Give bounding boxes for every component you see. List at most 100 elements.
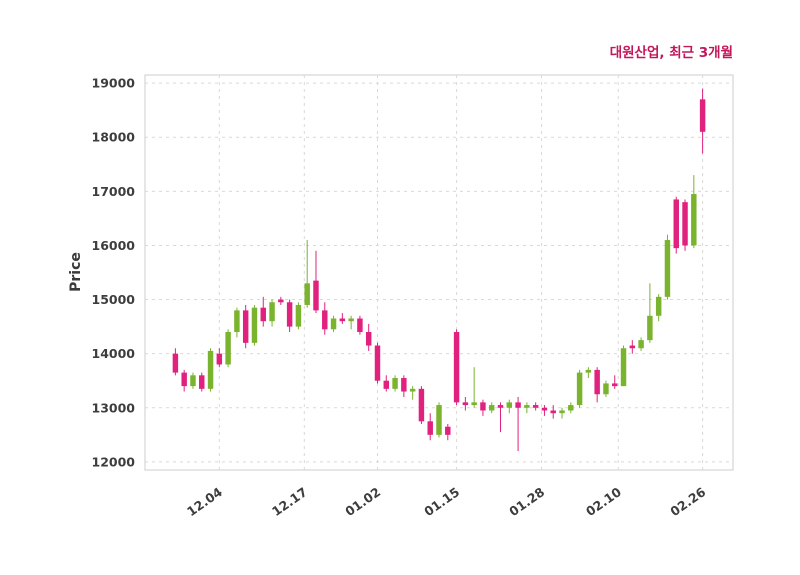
y-tick-label: 14000 xyxy=(92,346,136,361)
candle-body xyxy=(172,353,179,373)
candle-body xyxy=(365,332,372,346)
candle xyxy=(585,367,592,379)
candle xyxy=(304,240,310,308)
candle xyxy=(594,367,600,403)
candle xyxy=(497,402,504,433)
candle xyxy=(401,375,407,397)
candle-body xyxy=(620,348,627,387)
candle xyxy=(181,369,187,392)
candle xyxy=(471,367,477,408)
candle-body xyxy=(638,340,644,349)
candle xyxy=(568,402,574,414)
candle xyxy=(269,299,275,327)
candle-body xyxy=(269,302,275,322)
candle-body xyxy=(190,375,196,387)
candle xyxy=(207,348,214,392)
candle-body xyxy=(357,318,363,333)
candle-body xyxy=(322,310,328,330)
candle xyxy=(322,302,328,335)
x-tick-label: 01.02 xyxy=(342,484,383,519)
candle xyxy=(576,369,583,408)
x-tick-label: 12.17 xyxy=(269,484,310,519)
plot-border xyxy=(144,74,734,471)
x-tick-label: 01.15 xyxy=(421,484,462,519)
candle xyxy=(374,342,381,384)
candle xyxy=(699,88,706,154)
candle xyxy=(691,175,697,249)
candle-body xyxy=(216,353,223,365)
axis-labels: 12000 13000 14000 15000 16000 17000 18000 19000… xyxy=(92,76,709,520)
candle xyxy=(234,307,240,338)
candle xyxy=(339,313,346,324)
candle-body xyxy=(488,405,495,411)
candle xyxy=(242,304,249,349)
candle-body xyxy=(594,369,600,395)
y-tick-label: 12000 xyxy=(92,454,136,469)
candle-body xyxy=(207,350,214,389)
candle-body xyxy=(374,345,381,381)
candle-body xyxy=(585,369,592,373)
candle-body xyxy=(532,405,539,408)
candle xyxy=(462,396,469,411)
candle-body xyxy=(541,407,548,411)
candle xyxy=(647,283,653,343)
candle xyxy=(480,399,486,416)
candle-body xyxy=(339,318,346,322)
candle xyxy=(515,396,521,452)
candle-body xyxy=(682,202,688,246)
candle-body xyxy=(576,372,583,406)
candle-body xyxy=(409,388,416,392)
candle xyxy=(664,234,671,300)
candle-body xyxy=(278,299,284,303)
candle-body xyxy=(330,318,337,330)
candle-body xyxy=(181,372,187,387)
candle-body xyxy=(629,345,636,349)
candle xyxy=(682,199,688,251)
candle-body xyxy=(260,307,266,322)
candle-body xyxy=(699,99,706,132)
x-tick-label: 02.10 xyxy=(583,484,624,519)
candle-body xyxy=(524,405,530,408)
candle xyxy=(365,323,372,351)
candle-body xyxy=(286,302,293,327)
candle xyxy=(524,402,530,414)
x-tick-label: 01.28 xyxy=(506,484,547,519)
x-tick-label: 02.26 xyxy=(667,484,708,519)
candle xyxy=(436,402,442,438)
candle-body xyxy=(304,283,310,305)
candle xyxy=(427,413,433,441)
candle xyxy=(655,294,662,322)
y-axis-label: Price xyxy=(68,252,84,292)
candle xyxy=(348,315,354,330)
candle-body xyxy=(497,405,504,408)
candle xyxy=(506,399,513,414)
candle-body xyxy=(603,383,609,395)
candle-series xyxy=(172,88,706,452)
candle xyxy=(409,386,416,400)
candle xyxy=(260,296,266,327)
candle-body xyxy=(242,310,249,343)
candle xyxy=(251,304,258,346)
candle xyxy=(673,196,679,254)
candle-body xyxy=(234,310,240,333)
candle xyxy=(638,337,644,351)
candle-body xyxy=(445,426,451,435)
candle-body xyxy=(225,332,231,365)
candle-body xyxy=(568,405,574,411)
candle-body xyxy=(515,402,521,408)
candle-body xyxy=(418,388,425,422)
candle xyxy=(330,315,337,333)
y-tick-label: 17000 xyxy=(92,184,136,199)
candle xyxy=(286,299,293,333)
candle xyxy=(445,424,451,441)
candle-body xyxy=(348,318,354,322)
candle-body xyxy=(401,378,407,392)
candle xyxy=(190,372,196,389)
candle xyxy=(383,375,390,392)
y-tick-label: 13000 xyxy=(92,400,136,415)
candle xyxy=(629,340,636,354)
candle xyxy=(172,348,179,376)
candle xyxy=(199,372,205,392)
